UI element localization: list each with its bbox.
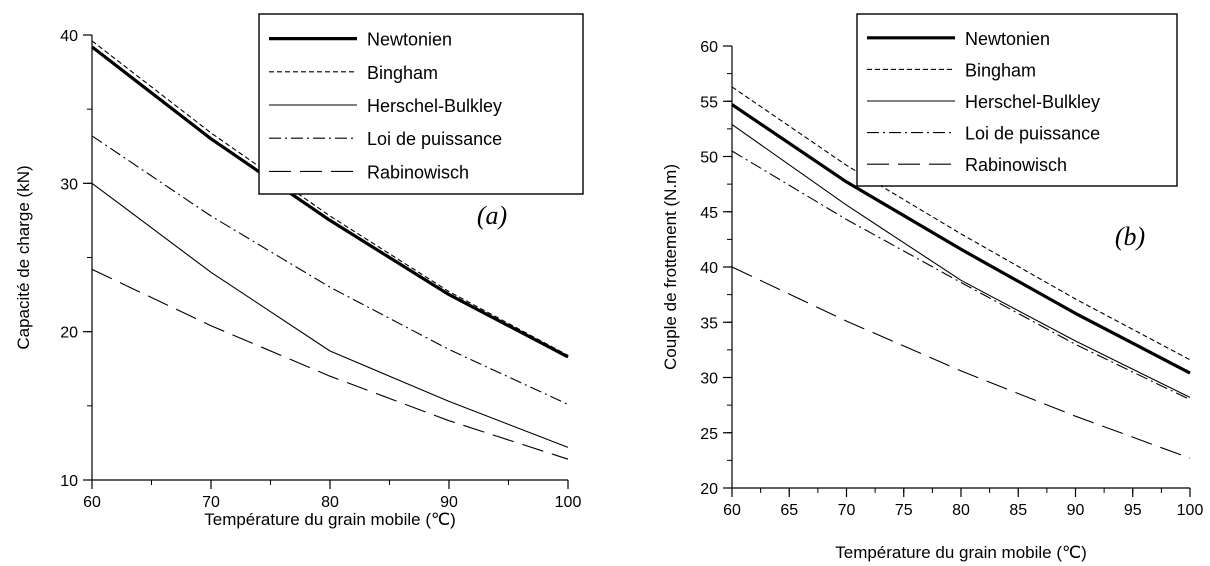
x-tick-label: 100	[1177, 502, 1204, 519]
x-tick-label: 85	[1009, 502, 1027, 519]
y-tick-label: 45	[700, 205, 718, 222]
panel-label: (b)	[1115, 222, 1145, 251]
x-tick-label: 70	[202, 494, 220, 511]
legend-box	[258, 13, 584, 195]
x-tick-label: 90	[440, 494, 458, 511]
axes: 60 70 80 90 100 10 20 30 40	[60, 28, 581, 511]
y-tick-label: 35	[700, 315, 718, 332]
y-tick-label: 40	[60, 28, 78, 45]
series-line-bingham	[731, 86, 1191, 361]
y-tick-label: 30	[700, 371, 718, 388]
x-tick-label: 90	[1067, 502, 1085, 519]
x-axis-label: Température du grain mobile (℃)	[835, 543, 1087, 562]
y-tick-label: 10	[60, 473, 78, 490]
series-line-herschel-bulkley	[731, 124, 1191, 398]
series-line-herschel-bulkley	[91, 182, 569, 448]
series-line-newtonien	[91, 45, 569, 359]
x-tick-label: 60	[723, 502, 741, 519]
y-tick-label: 30	[60, 176, 78, 193]
x-tick-label: 65	[780, 502, 798, 519]
y-tick-label: 25	[700, 426, 718, 443]
series-line-loi-de-puissance	[731, 150, 1191, 401]
y-tick-label: 20	[60, 325, 78, 342]
legend-label: Bingham	[367, 63, 438, 83]
x-tick-label: 70	[838, 502, 856, 519]
legend-label: Loi de puissance	[367, 129, 502, 149]
y-axis-label: Capacité de charge (kN)	[14, 165, 33, 349]
legend-label: Rabinowisch	[965, 155, 1067, 175]
x-axis-label: Température du grain mobile (℃)	[204, 510, 456, 529]
y-tick-label: 40	[700, 260, 718, 277]
x-tick-label: 95	[1124, 502, 1142, 519]
y-tick-label: 20	[700, 481, 718, 498]
series-group	[91, 40, 569, 460]
x-tick-label: 80	[321, 494, 339, 511]
x-tick-label: 100	[555, 494, 582, 511]
y-tick-label: 50	[700, 150, 718, 167]
legend: Newtonien Bingham Herschel-Bulkley Loi de p…	[258, 13, 584, 195]
series-line-rabinowisch	[91, 268, 569, 460]
legend-label: Newtonien	[367, 30, 452, 50]
series-line-bingham	[91, 40, 569, 356]
legend-label: Herschel-Bulkley	[965, 92, 1100, 112]
legend-label: Rabinowisch	[367, 162, 469, 182]
chart-panel-a: 60 70 80 90 100 10 20 30 40 Température du grain …	[14, 13, 584, 529]
y-tick-label: 60	[700, 39, 718, 56]
y-axis-label: Couple de frottement (N.m)	[661, 164, 680, 370]
y-tick-label: 55	[700, 94, 718, 111]
series-group	[731, 86, 1191, 459]
chart-panel-b: 60 65 70 75 80 85 90 95 100 20 25 30 35 40 45 50 55 60 Tem…	[661, 13, 1203, 562]
panel-label: (a)	[477, 201, 507, 230]
legend-label: Newtonien	[965, 29, 1050, 49]
legend-label: Bingham	[965, 60, 1036, 80]
legend-label: Loi de puissance	[965, 124, 1100, 144]
x-tick-label: 75	[895, 502, 913, 519]
legend-label: Herschel-Bulkley	[367, 96, 502, 116]
series-line-loi-de-puissance	[91, 135, 569, 405]
legend: Newtonien Bingham Herschel-Bulkley Loi de p…	[856, 13, 1178, 187]
legend-box	[856, 13, 1178, 187]
x-tick-label: 80	[952, 502, 970, 519]
axes: 60 65 70 75 80 85 90 95 100 20 25 30 35 40 45 50 55 60	[700, 39, 1203, 519]
x-tick-label: 60	[83, 494, 101, 511]
series-line-rabinowisch	[731, 266, 1191, 459]
series-line-newtonien	[731, 103, 1191, 375]
